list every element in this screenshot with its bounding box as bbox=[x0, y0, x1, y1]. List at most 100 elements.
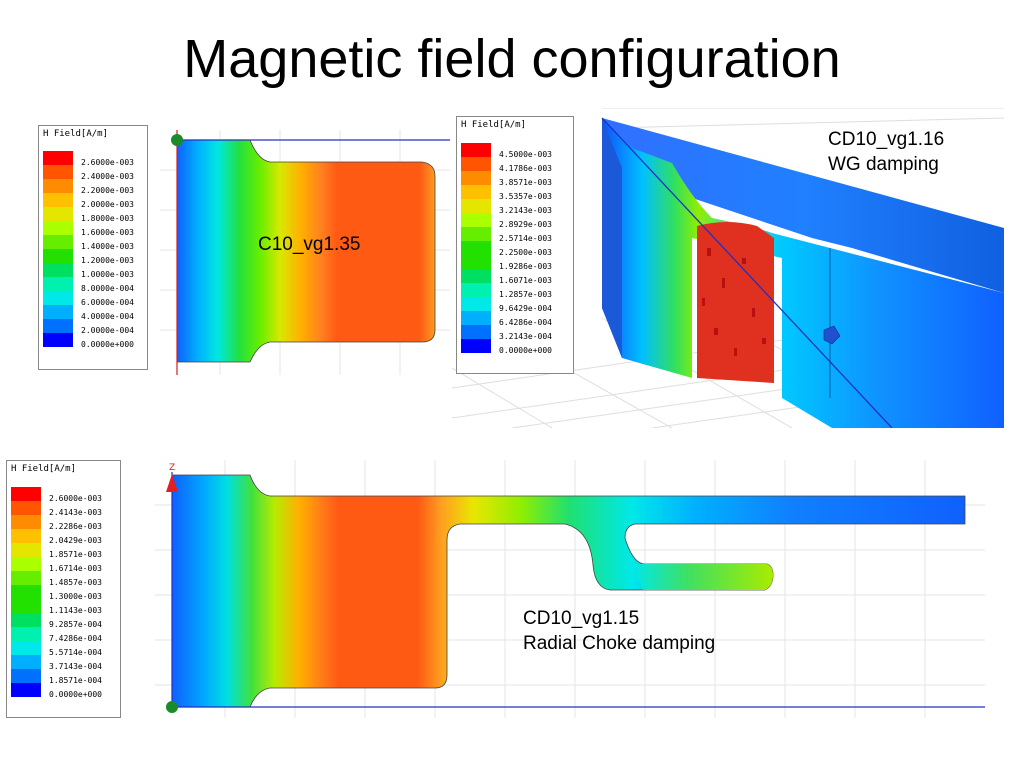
legend-swatch bbox=[43, 151, 73, 165]
legend-value: 1.8571e-003 bbox=[49, 550, 102, 559]
legend-title: H Field[A/m] bbox=[11, 464, 77, 474]
caption-line-1: CD10_vg1.16 bbox=[828, 129, 945, 150]
legend-value: 8.0000e-004 bbox=[81, 284, 134, 293]
legend-swatch bbox=[461, 339, 491, 353]
legend-value: 1.8000e-003 bbox=[81, 214, 134, 223]
legend-value: 2.6000e-003 bbox=[81, 158, 134, 167]
legend-value: 2.0000e-003 bbox=[81, 200, 134, 209]
legend-swatch bbox=[43, 193, 73, 207]
legend-value: 7.4286e-004 bbox=[49, 634, 102, 643]
legend-value: 9.2857e-004 bbox=[49, 620, 102, 629]
legend-swatch bbox=[461, 269, 491, 283]
legend-swatch bbox=[43, 305, 73, 319]
legend-swatch bbox=[43, 221, 73, 235]
legend-value: 2.0000e-004 bbox=[81, 326, 134, 335]
legend-value: 2.4143e-003 bbox=[49, 508, 102, 517]
legend-swatch bbox=[11, 613, 41, 627]
legend-swatch bbox=[461, 311, 491, 325]
legend-value: 2.2286e-003 bbox=[49, 522, 102, 531]
legend-swatch bbox=[461, 157, 491, 171]
legend-value: 0.0000e+000 bbox=[49, 690, 102, 699]
legend-swatch bbox=[43, 277, 73, 291]
legend-swatch bbox=[43, 235, 73, 249]
legend-swatch bbox=[11, 501, 41, 515]
caption-line: C10_vg1.35 bbox=[258, 234, 361, 255]
legend-swatch bbox=[43, 165, 73, 179]
legend-cd10-115: H Field[A/m] 2.6000e-003 2.4143e-003 2.228… bbox=[6, 460, 121, 718]
caption-cd10-116: CD10_vg1.16 WG damping bbox=[828, 127, 944, 177]
legend-swatch bbox=[11, 641, 41, 655]
legend-value: 1.2857e-003 bbox=[499, 290, 552, 299]
legend-value: 1.0000e-003 bbox=[81, 270, 134, 279]
legend-value: 0.0000e+000 bbox=[499, 346, 552, 355]
legend-value: 2.5714e-003 bbox=[499, 234, 552, 243]
legend-swatch bbox=[11, 627, 41, 641]
legend-value: 1.3000e-003 bbox=[49, 592, 102, 601]
legend-value: 0.0000e+000 bbox=[81, 340, 134, 349]
legend-value: 1.4000e-003 bbox=[81, 242, 134, 251]
legend-value: 3.5357e-003 bbox=[499, 192, 552, 201]
legend-value: 9.6429e-004 bbox=[499, 304, 552, 313]
legend-value: 2.2500e-003 bbox=[499, 248, 552, 257]
slide-title: Magnetic field configuration bbox=[183, 29, 841, 89]
legend-swatch bbox=[461, 297, 491, 311]
legend-swatch bbox=[11, 599, 41, 613]
legend-swatch bbox=[461, 213, 491, 227]
legend-swatch bbox=[43, 319, 73, 333]
legend-swatch bbox=[43, 333, 73, 347]
legend-swatch bbox=[11, 515, 41, 529]
legend-swatch bbox=[43, 263, 73, 277]
field-plot-cd10-115: Z bbox=[155, 460, 985, 718]
legend-value: 4.0000e-004 bbox=[81, 312, 134, 321]
legend-value: 4.1786e-003 bbox=[499, 164, 552, 173]
legend-swatch bbox=[11, 529, 41, 543]
legend-swatch bbox=[43, 291, 73, 305]
legend-swatch bbox=[11, 557, 41, 571]
legend-title: H Field[A/m] bbox=[461, 120, 527, 130]
legend-swatch bbox=[11, 543, 41, 557]
legend-value: 6.0000e-004 bbox=[81, 298, 134, 307]
legend-value: 1.6714e-003 bbox=[49, 564, 102, 573]
legend-c10: H Field[A/m] 2.6000e-003 2.4000e-003 2.200… bbox=[38, 125, 148, 370]
legend-swatch bbox=[11, 683, 41, 697]
legend-value: 3.2143e-004 bbox=[499, 332, 552, 341]
legend-swatch bbox=[11, 655, 41, 669]
field-plot-cd10-115-svg: Z bbox=[155, 460, 985, 718]
legend-swatch bbox=[11, 487, 41, 501]
legend-value: 6.4286e-004 bbox=[499, 318, 552, 327]
legend-value: 4.5000e-003 bbox=[499, 150, 552, 159]
caption-line-2: Radial Choke damping bbox=[523, 633, 716, 654]
legend-swatch bbox=[461, 255, 491, 269]
field-plot-c10 bbox=[160, 130, 450, 375]
legend-value: 1.9286e-003 bbox=[499, 262, 552, 271]
axis-z-label: Z bbox=[169, 463, 175, 473]
legend-value: 1.6071e-003 bbox=[499, 276, 552, 285]
legend-swatch bbox=[461, 241, 491, 255]
legend-value: 5.5714e-004 bbox=[49, 648, 102, 657]
caption-cd10-115: CD10_vg1.15 Radial Choke damping bbox=[523, 606, 715, 656]
legend-swatch bbox=[11, 571, 41, 585]
legend-value: 3.2143e-003 bbox=[499, 206, 552, 215]
legend-value: 2.4000e-003 bbox=[81, 172, 134, 181]
legend-swatch bbox=[461, 171, 491, 185]
legend-value: 3.7143e-004 bbox=[49, 662, 102, 671]
legend-swatch bbox=[461, 143, 491, 157]
legend-title: H Field[A/m] bbox=[43, 129, 109, 139]
legend-swatch bbox=[461, 325, 491, 339]
legend-value: 2.8929e-003 bbox=[499, 220, 552, 229]
legend-swatch bbox=[461, 185, 491, 199]
legend-value: 2.0429e-003 bbox=[49, 536, 102, 545]
caption-c10: C10_vg1.35 bbox=[258, 232, 360, 257]
legend-swatch bbox=[11, 585, 41, 599]
legend-swatch bbox=[11, 669, 41, 683]
caption-line-2: WG damping bbox=[828, 154, 939, 175]
legend-value: 1.2000e-003 bbox=[81, 256, 134, 265]
legend-value: 1.1143e-003 bbox=[49, 606, 102, 615]
caption-line-1: CD10_vg1.15 bbox=[523, 608, 640, 629]
legend-value: 2.2000e-003 bbox=[81, 186, 134, 195]
legend-value: 1.6000e-003 bbox=[81, 228, 134, 237]
legend-swatch bbox=[461, 283, 491, 297]
legend-swatch bbox=[43, 249, 73, 263]
field-plot-cd10-116-svg bbox=[452, 108, 1004, 428]
legend-value: 3.8571e-003 bbox=[499, 178, 552, 187]
